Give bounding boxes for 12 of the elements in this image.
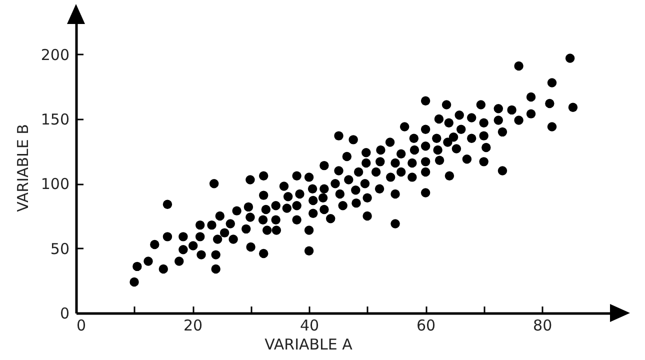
x-tick-label: 0: [76, 316, 86, 334]
y-tick-label: 150: [40, 110, 70, 128]
x-tick-label: 40: [300, 316, 320, 334]
y-tick-label: 50: [50, 240, 70, 258]
y-tick-label: 100: [40, 175, 70, 194]
x-tick-label: 20: [183, 316, 203, 334]
y-tick-label: 200: [40, 46, 70, 64]
x-tick-label: 80: [533, 316, 552, 334]
y-axis-title: VARIABLE B: [14, 124, 32, 212]
x-axis-title: VARIABLE A: [264, 336, 354, 354]
x-tick-label: 60: [416, 316, 436, 334]
y-tick-label: 0: [60, 304, 70, 322]
